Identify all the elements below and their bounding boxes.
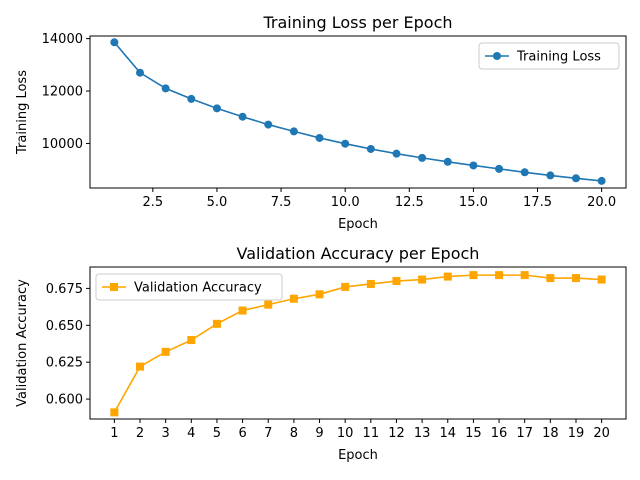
x-tick-label: 10.0 xyxy=(331,195,360,210)
data-point xyxy=(418,153,427,162)
x-tick-label: 20.0 xyxy=(587,195,616,210)
x-tick-label: 17 xyxy=(516,426,533,441)
x-tick-label: 15 xyxy=(465,426,482,441)
x-tick-label: 7 xyxy=(264,426,272,441)
x-tick-label: 2 xyxy=(136,426,144,441)
x-tick-label: 16 xyxy=(491,426,508,441)
x-axis-label: Epoch xyxy=(338,217,378,232)
x-tick-label: 12 xyxy=(388,426,405,441)
x-tick-label: 18 xyxy=(542,426,559,441)
series-line xyxy=(113,41,602,182)
legend-box xyxy=(478,42,620,70)
data-point xyxy=(546,171,555,180)
data-point xyxy=(469,161,478,170)
x-tick-label: 12.5 xyxy=(395,195,424,210)
data-point xyxy=(469,271,478,280)
data-point xyxy=(161,347,170,356)
data-point xyxy=(520,271,529,280)
legend: Training Loss xyxy=(478,42,620,70)
data-point xyxy=(161,84,170,93)
data-point xyxy=(238,112,247,121)
y-tick-label: 0.675 xyxy=(46,282,83,297)
legend-marker xyxy=(110,283,118,291)
x-tick-label: 15.0 xyxy=(459,195,488,210)
x-tick-label: 13 xyxy=(414,426,431,441)
x-tick-label: 4 xyxy=(187,426,195,441)
y-tick-label: 0.650 xyxy=(46,319,83,334)
plot-area-frame xyxy=(89,266,627,420)
y-tick-label: 0.600 xyxy=(46,393,83,408)
x-tick-label: 3 xyxy=(162,426,170,441)
x-tick-label: 2.5 xyxy=(142,195,163,210)
y-tick-label: 10000 xyxy=(42,137,83,152)
x-tick-label: 19 xyxy=(568,426,585,441)
data-point xyxy=(264,300,273,309)
data-point xyxy=(366,144,375,153)
legend-box xyxy=(95,273,283,301)
data-point xyxy=(443,272,452,281)
data-point xyxy=(571,274,580,283)
data-point xyxy=(520,168,529,177)
x-tick-label: 1 xyxy=(110,426,118,441)
data-point xyxy=(392,149,401,158)
data-point xyxy=(443,157,452,166)
x-axis-label: Epoch xyxy=(338,448,378,463)
x-tick-label: 14 xyxy=(439,426,456,441)
data-point xyxy=(187,336,196,345)
x-tick-label: 5.0 xyxy=(207,195,228,210)
x-tick-label: 17.5 xyxy=(523,195,552,210)
data-point xyxy=(289,294,298,303)
data-point xyxy=(315,290,324,299)
x-tick-label: 11 xyxy=(363,426,380,441)
data-point xyxy=(238,306,247,315)
data-point xyxy=(289,127,298,136)
data-point xyxy=(264,120,273,129)
series-line xyxy=(113,274,602,413)
legend-marker xyxy=(493,52,501,60)
plot-area-frame xyxy=(89,35,627,189)
data-point xyxy=(212,104,221,113)
y-tick-label: 12000 xyxy=(42,85,83,100)
x-tick-label: 8 xyxy=(290,426,298,441)
data-point xyxy=(110,408,119,417)
legend: Validation Accuracy xyxy=(95,273,283,301)
legend-label: Validation Accuracy xyxy=(134,281,262,296)
data-point xyxy=(418,275,427,284)
data-point xyxy=(495,164,504,173)
data-point xyxy=(341,282,350,291)
x-tick-label: 10 xyxy=(337,426,354,441)
y-axis-label: Validation Accuracy xyxy=(15,279,30,407)
y-axis-label: Training Loss xyxy=(15,70,30,155)
data-point xyxy=(571,174,580,183)
training-loss-chart: Training Loss per Epoch 2.5 5.0 7.5 10.0 12.5… xyxy=(15,13,627,232)
data-point xyxy=(597,275,606,284)
data-point xyxy=(110,38,119,47)
x-tick-label: 9 xyxy=(315,426,323,441)
x-tick-label: 5 xyxy=(213,426,221,441)
data-point xyxy=(392,277,401,286)
x-tick-label: 7.5 xyxy=(271,195,292,210)
data-point xyxy=(341,139,350,148)
data-point xyxy=(136,362,145,371)
x-tick-label: 6 xyxy=(238,426,246,441)
data-point xyxy=(187,94,196,103)
data-point xyxy=(597,176,606,185)
data-point xyxy=(366,279,375,288)
y-tick-label: 14000 xyxy=(42,32,83,47)
data-point xyxy=(495,271,504,280)
x-tick-label: 20 xyxy=(593,426,610,441)
y-tick-label: 0.625 xyxy=(46,356,83,371)
data-point xyxy=(212,319,221,328)
legend-label: Training Loss xyxy=(516,50,601,65)
data-point xyxy=(315,133,324,142)
data-point xyxy=(546,274,555,283)
chart-title: Validation Accuracy per Epoch xyxy=(237,244,480,263)
chart-title: Training Loss per Epoch xyxy=(262,13,452,32)
data-point xyxy=(136,68,145,77)
